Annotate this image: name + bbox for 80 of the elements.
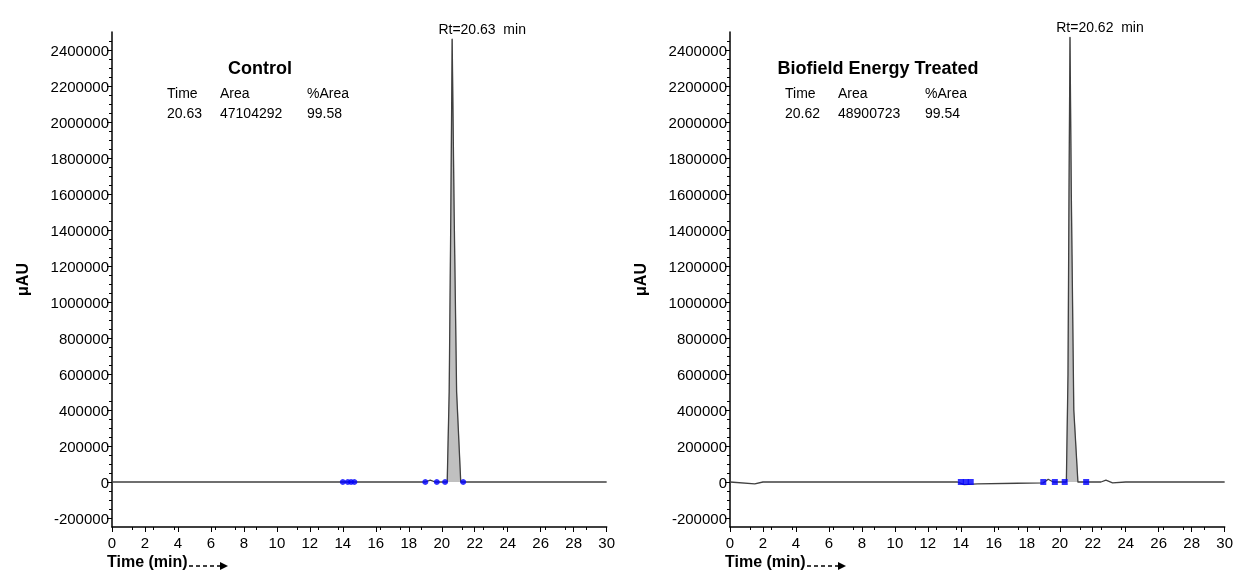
y-tick-label: 400000 [58,401,109,419]
y-tick-label: -200000 [671,509,727,527]
x-tick-label: 14 [334,534,352,551]
y-tick-label: 2200000 [50,77,109,95]
x-axis-title: Time (min) [725,552,806,570]
x-tick-label: 24 [499,534,517,551]
x-tick-label: 28 [565,534,583,551]
text: Control [228,58,292,78]
x-tick-label: 4 [173,534,183,551]
x-tick-label: 16 [367,534,385,551]
y-tick-label: 2200000 [668,77,727,95]
annotation: 48900723 [838,105,901,121]
y-tick-label: 1000000 [668,293,727,311]
y-tick-label: 1800000 [668,149,727,167]
annotation: 99.54 [925,105,961,121]
x-tick-label: 4 [791,534,801,551]
annotation: Time [785,85,816,101]
x-tick-label: 22 [466,534,484,551]
y-tick-label: 0 [100,473,109,491]
x-tick-label: 30 [598,534,615,551]
annotation: 20.62 [785,105,821,121]
x-tick-label: 24 [1117,534,1135,551]
annotation: Rt=20.63 min [438,20,526,37]
annotation: 99.58 [307,105,343,121]
x-tick-label: 12 [301,534,319,551]
x-tick-label: 12 [919,534,937,551]
line-series [729,36,1226,486]
annotation: Time [167,85,198,101]
annotation: %Area [307,85,350,101]
y-tick-label: 0 [718,473,727,491]
x-tick-label: 10 [268,534,286,551]
x-tick-label: 2 [758,534,768,551]
x-tick-label: 30 [1216,534,1233,551]
y-tick-label: 1600000 [668,185,727,203]
x-tick-label: 8 [857,534,867,551]
x-tick-label: 6 [206,534,216,551]
y-tick-label: -200000 [53,509,109,527]
x-tick-label: 16 [985,534,1003,551]
x-axis-title: Time (min) [107,552,188,570]
y-tick-label: 600000 [58,365,109,383]
y-tick-label: 2000000 [50,113,109,131]
y-tick-label: 800000 [676,329,727,347]
annotation: Area [220,85,250,101]
annotation: %Area [925,85,968,101]
x-tick-label: 26 [532,534,550,551]
annotation: Rt=20.62 min [1056,18,1144,35]
y-tick-label: 1600000 [50,185,109,203]
y-tick-label: 2400000 [668,41,727,59]
y-tick-label: 600000 [676,365,727,383]
x-tick-label: 10 [886,534,904,551]
y-tick-label: 2000000 [668,113,727,131]
x-tick-label: 8 [239,534,249,551]
y-tick-label: 1200000 [50,257,109,275]
y-tick-label: 400000 [676,401,727,419]
y-tick-label: 800000 [58,329,109,347]
x-tick-label: 20 [433,534,451,551]
y-tick-label: 200000 [58,437,109,455]
x-tick-label: 14 [952,534,970,551]
x-tick-label: 2 [140,534,150,551]
x-tick-label: 18 [1018,534,1036,551]
y-tick-label: 200000 [676,437,727,455]
y-axis-title: μAU [13,263,31,296]
y-axis-title: μAU [631,263,649,296]
y-tick-label: 1400000 [50,221,109,239]
y-tick-label: 1000000 [50,293,109,311]
y-tick-label: 1800000 [50,149,109,167]
x-tick-label: 28 [1183,534,1201,551]
y-tick-label: 1200000 [668,257,727,275]
x-tick-label: 20 [1051,534,1069,551]
annotation: 20.63 [167,105,203,121]
x-tick-label: 22 [1084,534,1102,551]
line-series [111,38,608,483]
x-tick-label: 6 [824,534,834,551]
y-tick-label: 1400000 [668,221,727,239]
text: Biofield Energy Treated [777,58,979,78]
x-tick-label: 18 [400,534,418,551]
y-tick-label: 2400000 [50,41,109,59]
annotation: 47104292 [220,105,283,121]
x-tick-label: 26 [1150,534,1168,551]
annotation: Area [838,85,868,101]
